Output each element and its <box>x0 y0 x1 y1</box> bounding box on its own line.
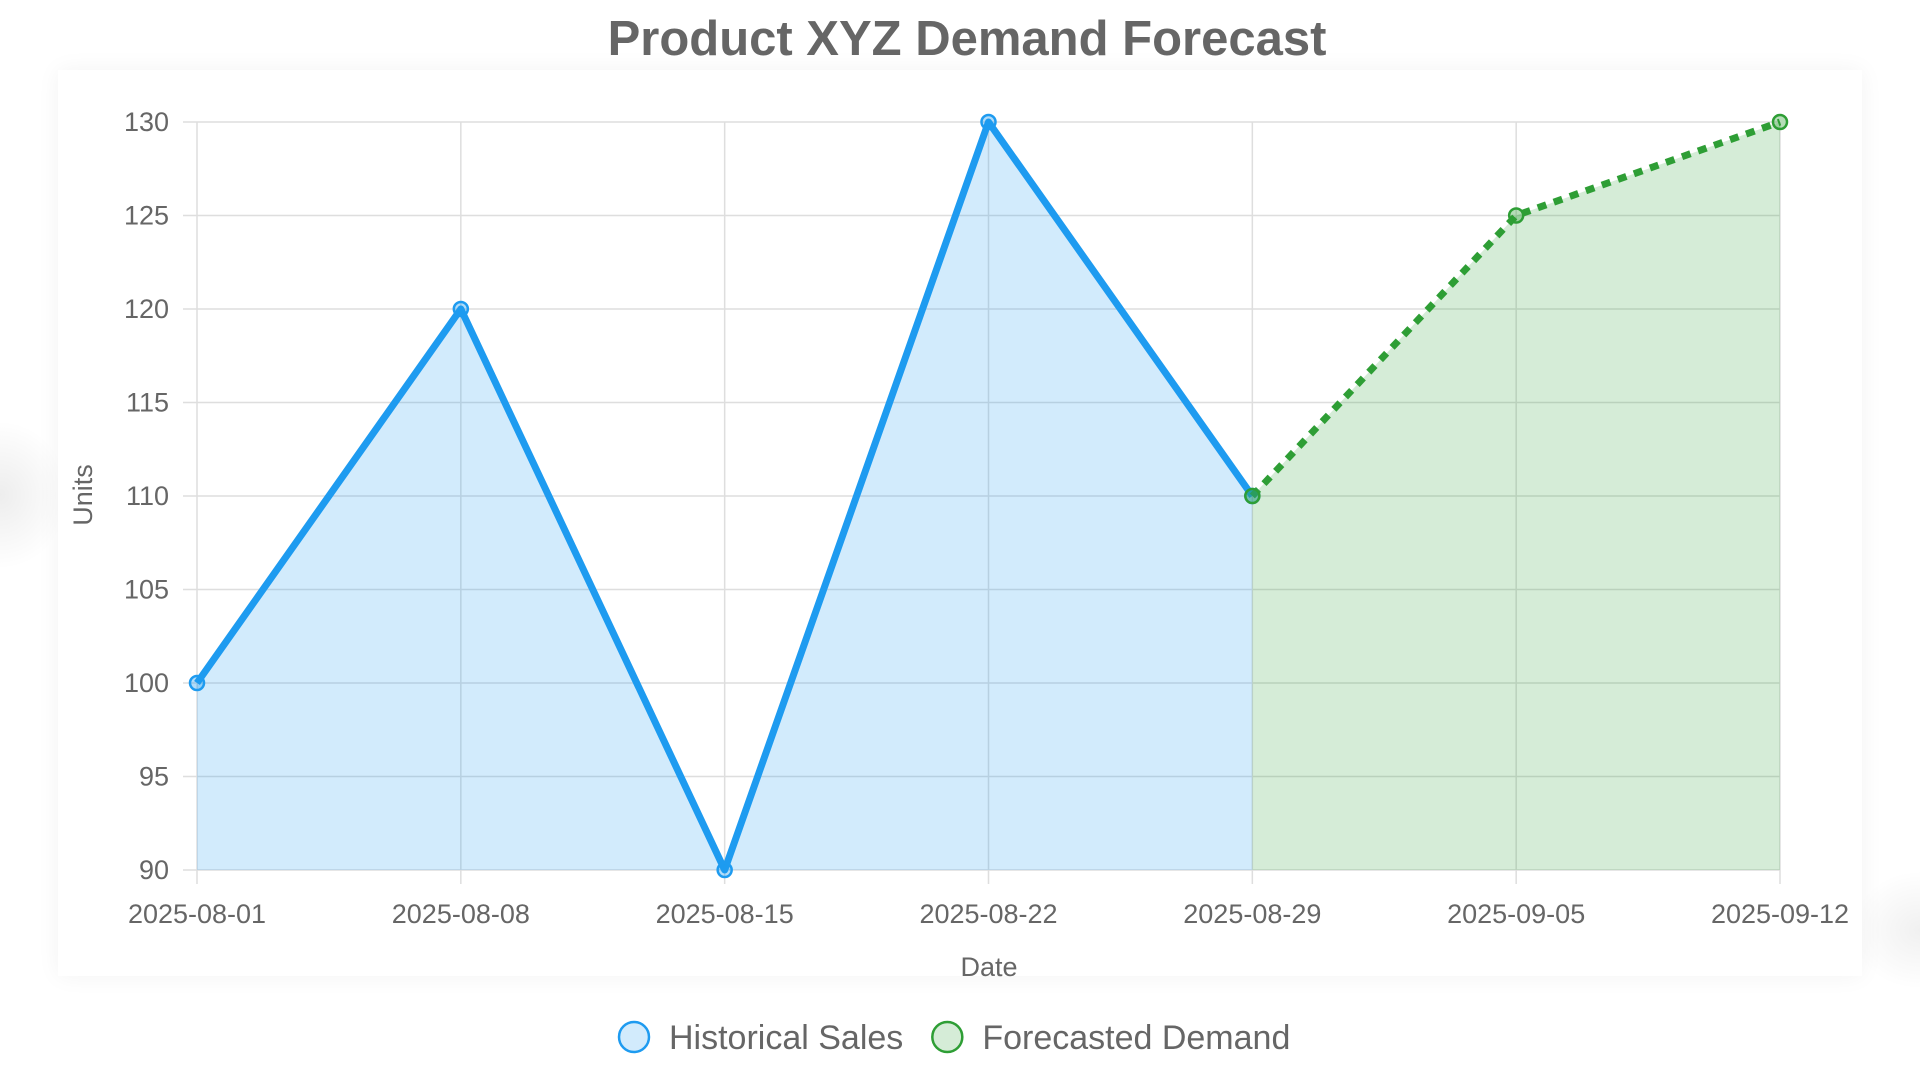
legend: Historical Sales Forecasted Demand <box>617 1019 1290 1057</box>
data-point[interactable] <box>188 674 206 692</box>
y-tick-label: 105 <box>124 575 169 605</box>
data-point[interactable] <box>1507 207 1525 224</box>
data-point[interactable] <box>1771 113 1789 131</box>
x-tick-label: 2025-09-05 <box>1447 899 1585 929</box>
y-tick-label: 90 <box>139 855 169 885</box>
y-tick-label: 130 <box>124 107 169 137</box>
series-line-1 <box>194 118 1256 874</box>
data-point[interactable] <box>1244 487 1261 505</box>
y-tick-label: 120 <box>124 294 169 324</box>
line-layer <box>194 118 1782 874</box>
legend-swatch <box>931 1020 964 1054</box>
point-layer <box>188 113 1789 879</box>
data-point[interactable] <box>452 300 470 318</box>
x-tick-label: 2025-08-15 <box>656 899 794 929</box>
x-tick-label: 2025-08-01 <box>128 899 266 929</box>
x-tick-label: 2025-08-08 <box>392 899 530 929</box>
y-tick-label: 115 <box>126 388 169 418</box>
x-tick-label: 2025-08-29 <box>1183 899 1321 929</box>
data-point[interactable] <box>716 861 733 879</box>
y-axis-title: Units <box>68 464 98 526</box>
data-point[interactable] <box>980 113 997 131</box>
series-area-2 <box>1252 122 1780 870</box>
tick-layer: 90 95 100 105 110 115 120 125 130 2025-08-01 2025-… <box>124 107 1849 929</box>
y-tick-label: 125 <box>124 201 169 231</box>
chart-card <box>58 70 1862 976</box>
x-tick-label: 2025-08-22 <box>919 899 1057 929</box>
legend-swatch <box>617 1020 651 1054</box>
chart-title: Product XYZ Demand Forecast <box>608 12 1327 66</box>
y-tick-label: 95 <box>139 762 169 792</box>
y-tick-label: 110 <box>126 481 169 511</box>
x-tick-label: 2025-09-12 <box>1711 899 1849 929</box>
legend-label: Historical Sales <box>669 1019 903 1057</box>
legend-label: Forecasted Demand <box>982 1019 1290 1057</box>
y-tick-label: 100 <box>124 668 169 698</box>
x-axis-title: Date <box>960 952 1017 982</box>
area-layer <box>197 122 1780 870</box>
